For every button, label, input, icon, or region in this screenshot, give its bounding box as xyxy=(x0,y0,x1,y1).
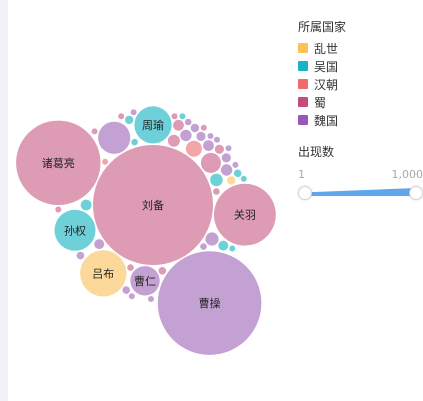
legend-item-label: 蜀 xyxy=(314,95,327,110)
bubble-small[interactable] xyxy=(158,267,167,275)
legend-item[interactable]: 汉朝 xyxy=(298,75,346,93)
bubble[interactable] xyxy=(54,209,96,251)
bubble-label: 曹操 xyxy=(199,296,221,310)
bubble-small[interactable] xyxy=(130,109,137,116)
size-legend: 出现数 1 1,000 xyxy=(298,143,423,202)
bubble-small[interactable] xyxy=(210,173,223,187)
bubble-small[interactable] xyxy=(179,113,186,120)
legend-items: 乱世 吴国 汉朝蜀魏国 xyxy=(298,39,346,129)
bubble-small[interactable] xyxy=(214,144,224,154)
size-legend-title: 出现数 xyxy=(298,145,335,159)
bubble-small[interactable] xyxy=(55,206,62,213)
bubble-small[interactable] xyxy=(125,115,134,125)
size-range-max-handle[interactable] xyxy=(409,186,423,200)
bubble-small[interactable] xyxy=(218,240,229,251)
bubble-label: 曹仁 xyxy=(134,275,156,288)
bubble[interactable] xyxy=(157,251,262,355)
legend-item[interactable]: 吴国 xyxy=(298,57,346,75)
bubble-small[interactable] xyxy=(184,118,192,126)
bubble-small[interactable] xyxy=(80,199,92,211)
size-range-min-label: 1 xyxy=(298,168,305,181)
bubble-small[interactable] xyxy=(200,243,207,250)
bubble-small[interactable] xyxy=(190,123,200,133)
bubble-small[interactable] xyxy=(122,286,130,294)
bubble-label: 关羽 xyxy=(234,208,256,222)
bubble-small[interactable] xyxy=(131,138,138,146)
bubble[interactable] xyxy=(93,145,213,265)
bubble-small[interactable] xyxy=(167,134,180,147)
legend-item-label: 吴国 xyxy=(314,59,339,74)
bubble-small[interactable] xyxy=(221,153,231,163)
bubble-small[interactable] xyxy=(213,188,220,195)
bubble-small[interactable] xyxy=(225,145,232,152)
bubble-label: 吕布 xyxy=(92,267,114,280)
bubble[interactable] xyxy=(134,106,172,144)
bubble-small[interactable] xyxy=(180,129,192,142)
bubble[interactable] xyxy=(130,266,160,296)
bubble-small[interactable] xyxy=(128,293,135,300)
bubble[interactable] xyxy=(214,183,276,246)
bubble-small[interactable] xyxy=(94,239,105,250)
bubble-small[interactable] xyxy=(214,136,220,143)
size-range-labels: 1 1,000 xyxy=(298,168,423,184)
country-legend: 所属国家 乱世吴国汉朝蜀魏国 xyxy=(298,18,346,129)
chart-panel: 刘备曹操 诸葛亮关羽吕布 孙权 周瑜曹仁 所属国家 乱世吴国汉朝蜀魏国 出现数 1 1… xyxy=(8,0,423,401)
bubble-small[interactable] xyxy=(76,251,85,260)
bubble-small[interactable] xyxy=(118,113,125,120)
legend-swatch xyxy=(298,97,308,107)
bubble-small[interactable] xyxy=(127,264,134,271)
bubble-label: 周瑜 xyxy=(142,118,164,132)
bubble-small[interactable] xyxy=(220,164,233,176)
legend-swatch xyxy=(298,43,308,53)
bubble-small[interactable] xyxy=(148,296,154,302)
size-range-track xyxy=(305,188,416,196)
bubble-small[interactable] xyxy=(102,158,109,165)
bubble-label: 刘备 xyxy=(142,198,164,212)
bubble-small[interactable] xyxy=(185,140,202,157)
bubble[interactable] xyxy=(80,250,127,297)
legend-swatch xyxy=(298,79,308,89)
legend-item-label: 乱世 xyxy=(314,41,339,56)
size-range-slider[interactable] xyxy=(298,186,423,202)
bubble-small[interactable] xyxy=(200,152,221,173)
legend-item-label: 汉朝 xyxy=(314,77,339,92)
legend-item[interactable]: 蜀 xyxy=(298,93,346,111)
bubble-small[interactable] xyxy=(173,119,184,131)
bubble-small[interactable] xyxy=(227,176,236,185)
bubble[interactable] xyxy=(16,120,101,205)
bubble-small[interactable] xyxy=(200,124,207,131)
bubble-label: 孙权 xyxy=(64,224,86,237)
legend-title: 所属国家 xyxy=(298,20,347,34)
bubble-small[interactable] xyxy=(233,169,242,178)
legend-item[interactable]: 魏国 xyxy=(298,111,346,129)
bubble-small[interactable] xyxy=(203,140,214,152)
bubble-small[interactable] xyxy=(196,131,206,141)
legend-swatch xyxy=(298,115,308,125)
legend-swatch xyxy=(298,61,308,71)
bubble-small[interactable] xyxy=(229,245,236,252)
bubble-small[interactable] xyxy=(232,161,239,168)
size-range-min-handle[interactable] xyxy=(298,186,312,200)
size-range-max-label: 1,000 xyxy=(391,168,423,181)
bubble-small[interactable] xyxy=(205,232,219,246)
bubble-small[interactable] xyxy=(91,128,98,135)
bubble-small[interactable] xyxy=(171,113,178,120)
bubble-small[interactable] xyxy=(240,175,247,182)
bubble-label: 诸葛亮 xyxy=(42,156,75,170)
bubble-small[interactable] xyxy=(98,121,131,154)
bubble-small[interactable] xyxy=(207,133,214,139)
legend-item[interactable]: 乱世 xyxy=(298,39,346,57)
legend-item-label: 魏国 xyxy=(314,113,339,128)
